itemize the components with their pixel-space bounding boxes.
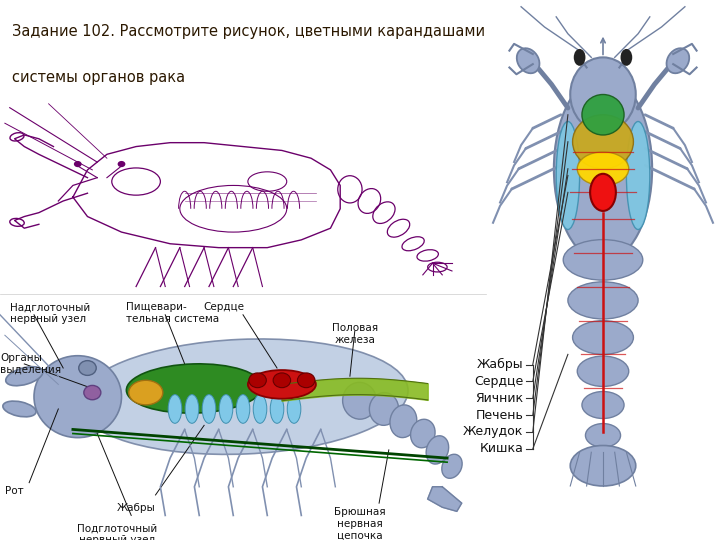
Ellipse shape	[390, 405, 417, 437]
Text: Сердце: Сердце	[474, 375, 523, 388]
Circle shape	[249, 373, 266, 388]
Ellipse shape	[554, 76, 652, 261]
Text: Кишка: Кишка	[480, 442, 523, 455]
Ellipse shape	[168, 395, 181, 423]
Ellipse shape	[572, 115, 634, 168]
Ellipse shape	[129, 380, 163, 405]
Ellipse shape	[572, 321, 634, 354]
Ellipse shape	[34, 356, 122, 437]
Ellipse shape	[202, 395, 216, 423]
Ellipse shape	[270, 395, 284, 423]
Ellipse shape	[442, 454, 462, 478]
Ellipse shape	[577, 356, 629, 387]
Ellipse shape	[570, 57, 636, 132]
Ellipse shape	[626, 122, 650, 230]
Ellipse shape	[248, 370, 316, 399]
Circle shape	[273, 373, 291, 388]
Ellipse shape	[426, 436, 449, 464]
Circle shape	[78, 361, 96, 375]
Text: Подглоточный
нервный узел: Подглоточный нервный узел	[76, 524, 157, 540]
Ellipse shape	[6, 367, 43, 386]
Text: Жабры: Жабры	[117, 503, 156, 513]
Ellipse shape	[585, 423, 621, 447]
Text: Брюшная
нервная
цепочка: Брюшная нервная цепочка	[334, 507, 385, 540]
Polygon shape	[428, 487, 462, 511]
Ellipse shape	[127, 364, 262, 413]
Ellipse shape	[568, 282, 638, 319]
Text: Надглоточный
нервный узел: Надглоточный нервный узел	[10, 302, 90, 324]
Circle shape	[117, 161, 125, 167]
Text: Жабры: Жабры	[477, 358, 523, 371]
Ellipse shape	[3, 401, 36, 417]
Text: Задание 102. Рассмотрите рисунок, цветными карандашами: Задание 102. Рассмотрите рисунок, цветны…	[12, 24, 485, 39]
Text: Пищевари-
тельная система: Пищевари- тельная система	[127, 302, 220, 324]
Ellipse shape	[582, 392, 624, 418]
Text: Печень: Печень	[476, 409, 523, 422]
Text: Половая
железа: Половая железа	[332, 323, 378, 345]
Ellipse shape	[517, 48, 539, 73]
Ellipse shape	[253, 395, 267, 423]
Circle shape	[590, 174, 616, 211]
Circle shape	[621, 49, 632, 66]
Ellipse shape	[236, 395, 250, 423]
Ellipse shape	[582, 94, 624, 135]
Circle shape	[574, 49, 585, 66]
Ellipse shape	[185, 395, 199, 423]
Text: Рот: Рот	[5, 486, 24, 496]
Text: Органы
выделения: Органы выделения	[0, 353, 61, 375]
Text: Яичник: Яичник	[475, 392, 523, 405]
Text: Желудок: Желудок	[463, 426, 523, 438]
Ellipse shape	[410, 419, 435, 448]
Ellipse shape	[563, 240, 643, 280]
Circle shape	[297, 373, 315, 388]
Ellipse shape	[343, 382, 377, 419]
Ellipse shape	[557, 122, 580, 230]
Ellipse shape	[219, 395, 233, 423]
FancyArrowPatch shape	[600, 38, 606, 55]
Ellipse shape	[667, 48, 689, 73]
Ellipse shape	[570, 446, 636, 486]
Ellipse shape	[577, 152, 629, 186]
Text: Сердце: Сердце	[203, 302, 244, 313]
Ellipse shape	[369, 393, 399, 426]
Ellipse shape	[84, 386, 101, 400]
Text: системы органов рака: системы органов рака	[12, 70, 185, 85]
Ellipse shape	[287, 395, 301, 423]
Ellipse shape	[78, 339, 408, 454]
Circle shape	[74, 161, 81, 167]
